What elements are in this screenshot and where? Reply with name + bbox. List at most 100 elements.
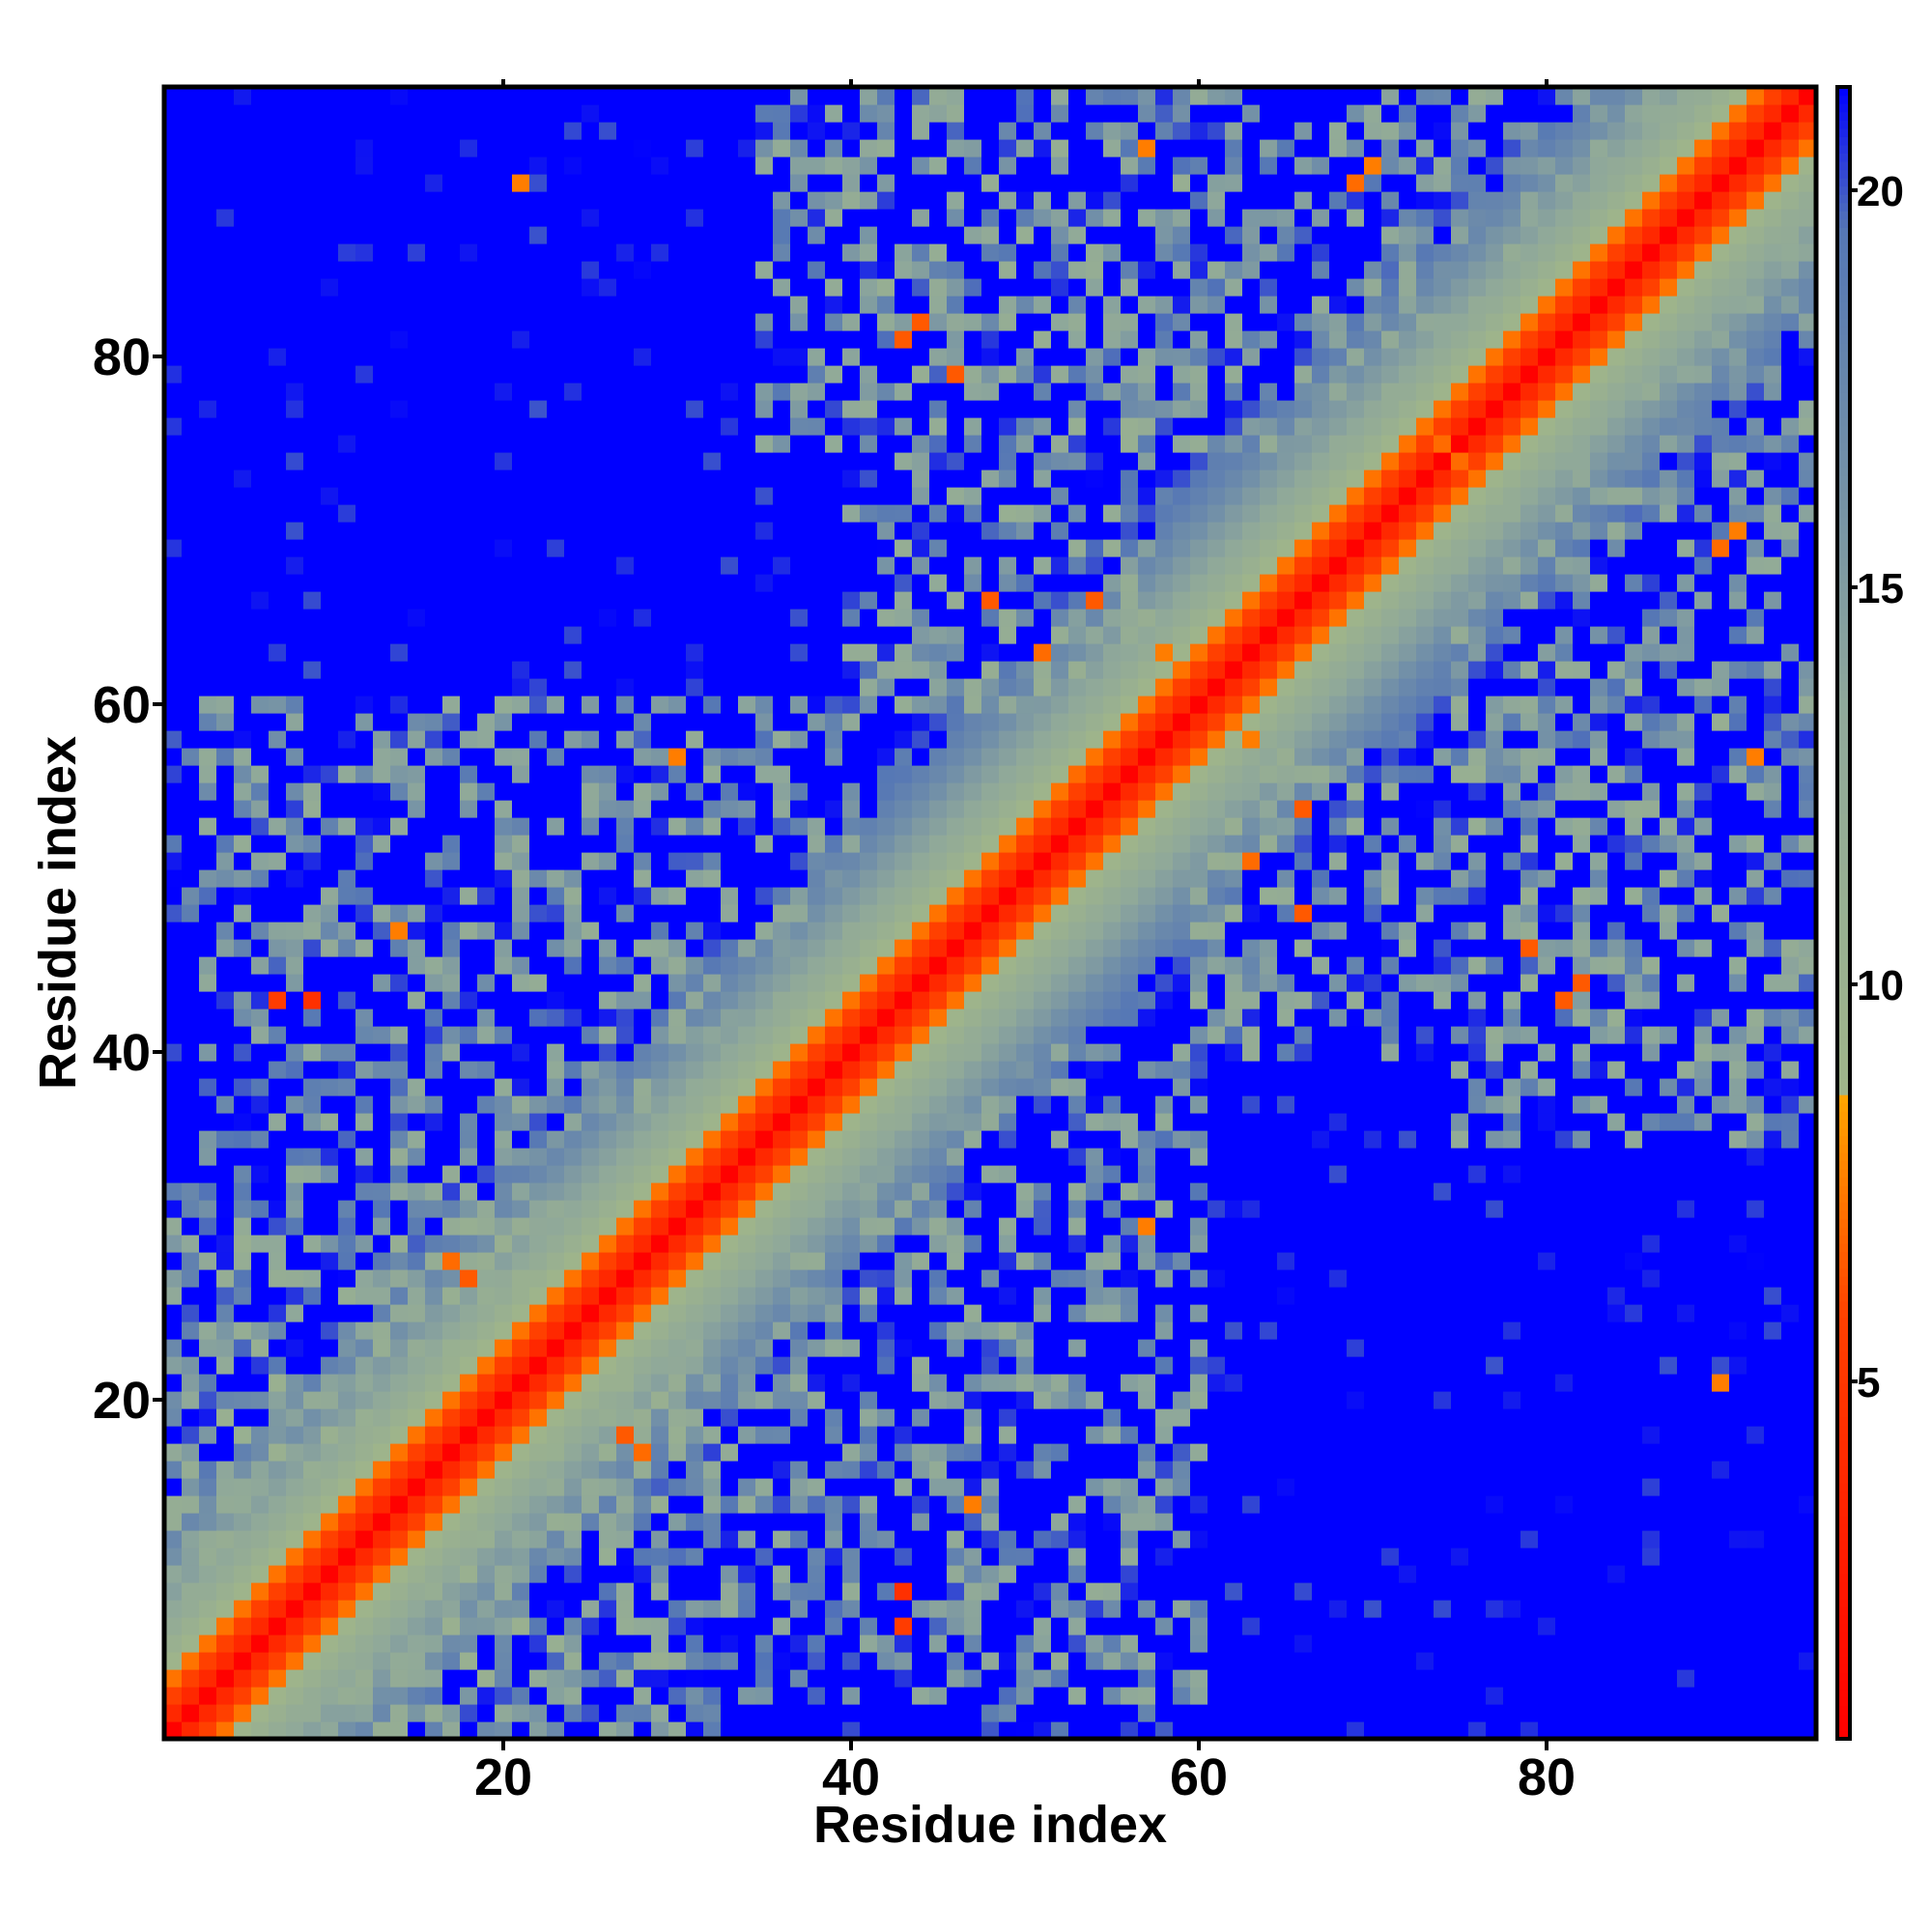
heatmap-cell bbox=[355, 1304, 374, 1322]
heatmap-cell bbox=[199, 1548, 217, 1566]
heatmap-cell bbox=[529, 348, 548, 366]
heatmap-cell bbox=[529, 1009, 548, 1027]
heatmap-cell bbox=[390, 400, 409, 418]
heatmap-cell bbox=[686, 1530, 704, 1548]
heatmap-cell bbox=[981, 1652, 1000, 1670]
heatmap-cell bbox=[999, 922, 1017, 940]
heatmap-cell bbox=[1016, 104, 1035, 123]
heatmap-cell bbox=[477, 1374, 496, 1392]
heatmap-cell bbox=[842, 1148, 861, 1166]
heatmap-cell bbox=[877, 800, 895, 818]
heatmap-cell bbox=[895, 1530, 913, 1548]
heatmap-cell bbox=[355, 487, 374, 505]
heatmap-cell bbox=[860, 504, 878, 523]
heatmap-cell bbox=[512, 174, 530, 192]
heatmap-cell bbox=[547, 87, 565, 105]
heatmap-cell bbox=[251, 1269, 270, 1288]
heatmap-cell bbox=[877, 348, 895, 366]
heatmap-cell bbox=[825, 330, 843, 349]
heatmap-cell bbox=[164, 87, 183, 105]
heatmap-cell bbox=[790, 782, 809, 801]
heatmap-cell bbox=[721, 765, 739, 783]
heatmap-cell bbox=[877, 1269, 895, 1288]
heatmap-cell bbox=[668, 1321, 687, 1340]
heatmap-cell bbox=[373, 1200, 391, 1218]
heatmap-cell bbox=[825, 261, 843, 279]
heatmap-cell bbox=[912, 226, 930, 244]
heatmap-cell bbox=[442, 1009, 461, 1027]
heatmap-cell bbox=[964, 487, 982, 505]
heatmap-cell bbox=[651, 261, 669, 279]
heatmap-cell bbox=[199, 1026, 217, 1044]
heatmap-cell bbox=[999, 1078, 1017, 1096]
heatmap-cell bbox=[442, 1426, 461, 1444]
heatmap-cell bbox=[529, 991, 548, 1009]
heatmap-cell bbox=[1034, 156, 1052, 175]
heatmap-cell bbox=[738, 1043, 756, 1062]
heatmap-cell bbox=[877, 643, 895, 662]
heatmap-cell bbox=[842, 1339, 861, 1357]
heatmap-cell bbox=[338, 1443, 356, 1462]
heatmap-cell bbox=[269, 869, 287, 888]
heatmap-cell bbox=[755, 1200, 774, 1218]
heatmap-cell bbox=[164, 1495, 183, 1514]
heatmap-cell bbox=[686, 1182, 704, 1201]
heatmap-cell bbox=[373, 435, 391, 453]
heatmap-cell bbox=[182, 591, 200, 610]
heatmap-cell bbox=[842, 1513, 861, 1531]
heatmap-cell bbox=[390, 1548, 409, 1566]
heatmap-cell bbox=[529, 226, 548, 244]
heatmap-cell bbox=[686, 539, 704, 557]
heatmap-cell bbox=[738, 1374, 756, 1392]
heatmap-cell bbox=[477, 748, 496, 766]
heatmap-cell bbox=[877, 956, 895, 975]
heatmap-cell bbox=[825, 487, 843, 505]
heatmap-cell bbox=[1068, 939, 1087, 957]
heatmap-cell bbox=[668, 887, 687, 905]
heatmap-cell bbox=[877, 835, 895, 853]
heatmap-cell bbox=[929, 243, 948, 262]
heatmap-cell bbox=[338, 782, 356, 801]
heatmap-cell bbox=[234, 104, 252, 123]
heatmap-cell bbox=[251, 1374, 270, 1392]
heatmap-cell bbox=[460, 1026, 478, 1044]
heatmap-cell bbox=[651, 87, 669, 105]
heatmap-cell bbox=[512, 504, 530, 523]
heatmap-cell bbox=[668, 469, 687, 488]
heatmap-cell bbox=[773, 400, 791, 418]
heatmap-cell bbox=[512, 1669, 530, 1688]
heatmap-cell bbox=[877, 469, 895, 488]
heatmap-cell bbox=[755, 626, 774, 644]
heatmap-cell bbox=[981, 1148, 1000, 1166]
heatmap-cell bbox=[947, 835, 965, 853]
heatmap-cell bbox=[582, 1165, 600, 1183]
heatmap-cell bbox=[199, 574, 217, 592]
heatmap-cell bbox=[251, 1339, 270, 1357]
heatmap-cell bbox=[651, 1182, 669, 1201]
heatmap-cell bbox=[755, 383, 774, 401]
heatmap-cell bbox=[1034, 1408, 1052, 1427]
heatmap-cell bbox=[877, 1426, 895, 1444]
heatmap-cell bbox=[790, 1287, 809, 1305]
heatmap-cell bbox=[999, 539, 1017, 557]
heatmap-cell bbox=[234, 922, 252, 940]
heatmap-cell bbox=[842, 1304, 861, 1322]
heatmap-cell bbox=[929, 713, 948, 731]
heatmap-cell bbox=[773, 1165, 791, 1183]
heatmap-cell bbox=[790, 1061, 809, 1079]
heatmap-cell bbox=[686, 1304, 704, 1322]
heatmap-cell bbox=[599, 435, 617, 453]
heatmap-cell bbox=[895, 435, 913, 453]
heatmap-cell bbox=[495, 1095, 513, 1114]
heatmap-cell bbox=[547, 696, 565, 714]
heatmap-cell bbox=[668, 835, 687, 853]
heatmap-cell bbox=[1034, 1443, 1052, 1462]
heatmap-cell bbox=[755, 400, 774, 418]
heatmap-cell bbox=[286, 800, 304, 818]
heatmap-cell bbox=[582, 1217, 600, 1236]
heatmap-cell bbox=[773, 226, 791, 244]
heatmap-cell bbox=[721, 1148, 739, 1166]
heatmap-cell bbox=[686, 991, 704, 1009]
heatmap-cell bbox=[355, 348, 374, 366]
